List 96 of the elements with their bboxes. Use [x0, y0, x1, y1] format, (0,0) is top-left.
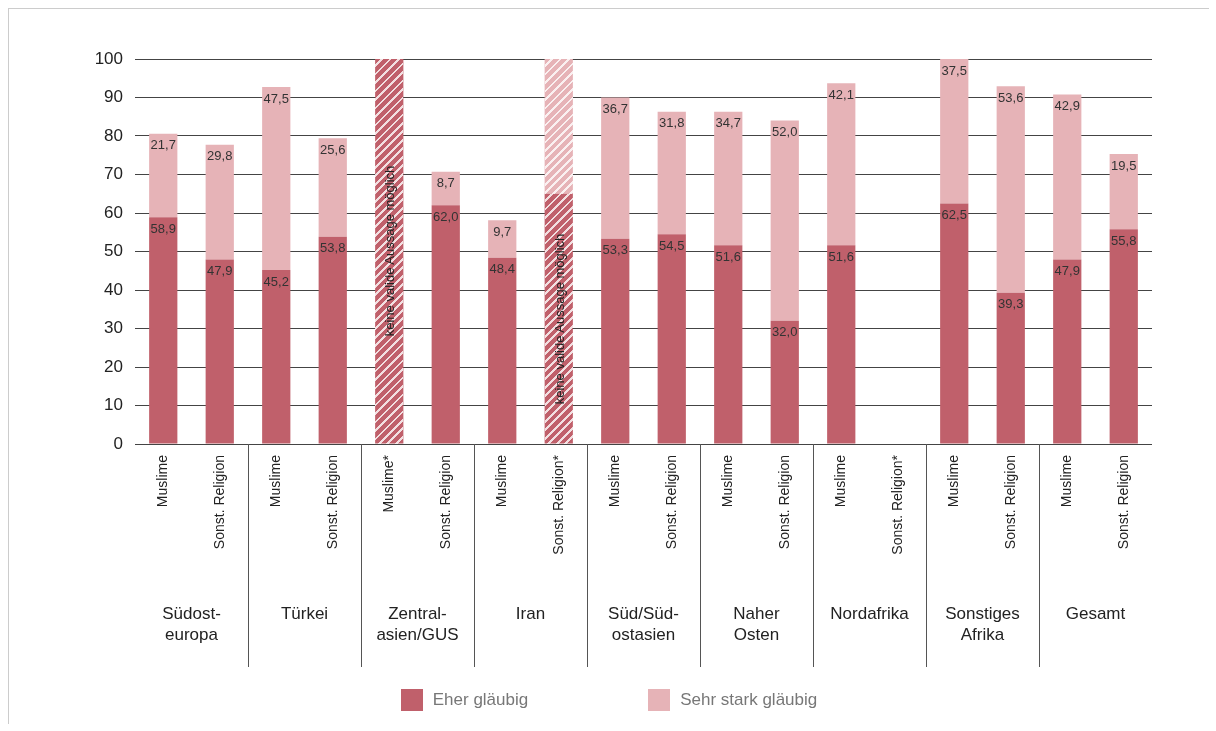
data-label: 54,5 — [659, 237, 685, 253]
x-tick-label: Sonst. Religion — [210, 455, 227, 550]
x-tick-label: Sonst. Religion* — [888, 454, 905, 555]
y-tick-label: 100 — [94, 48, 123, 68]
data-label: 36,7 — [602, 101, 628, 117]
data-label: 58,9 — [150, 220, 176, 236]
bar — [714, 245, 743, 444]
y-tick-label: 60 — [104, 202, 123, 222]
text: Sonstiges Afrika — [944, 603, 1021, 645]
bar — [205, 259, 234, 444]
data-label: 48,4 — [489, 261, 515, 277]
bar — [1053, 259, 1082, 444]
y-tick-label: 20 — [104, 356, 123, 376]
x-tick-label: Sonst. Religion — [1114, 455, 1131, 550]
text: Gesamt — [1064, 603, 1127, 624]
bar — [149, 217, 178, 444]
x-tick-label: Sonst. Religion — [662, 455, 679, 550]
data-label: 62,5 — [941, 206, 967, 222]
data-label: 9,7 — [493, 223, 512, 239]
data-label: 51,6 — [828, 248, 854, 264]
x-tick-label: Sonst. Religion — [1001, 455, 1018, 550]
data-label: 51,6 — [715, 248, 741, 264]
data-label: 21,7 — [150, 137, 176, 153]
data-label: 53,8 — [320, 240, 346, 256]
x-tick-label: Sonst. Religion* — [549, 454, 566, 555]
x-tick-label: Sonst. Religion — [323, 455, 340, 550]
data-label: 42,1 — [828, 86, 854, 102]
legend-label: Eher gläubig — [432, 690, 529, 710]
bar — [996, 86, 1025, 293]
text: Süd/Süd-ostasien — [607, 603, 680, 645]
legend-label: Sehr stark gläubig — [680, 690, 818, 710]
x-tick-label: Muslime — [493, 454, 510, 508]
bar — [318, 236, 347, 444]
x-tick-label: Muslime* — [380, 454, 397, 513]
y-tick-label: 10 — [104, 395, 123, 415]
data-label: 31,8 — [659, 115, 685, 131]
x-tick-label: Muslime — [606, 454, 623, 508]
x-tick-label: Muslime — [267, 454, 284, 508]
bar — [262, 269, 291, 444]
bar — [657, 111, 686, 235]
data-label: 42,9 — [1054, 98, 1080, 113]
data-label: 53,6 — [998, 89, 1024, 105]
text: Nordafrika — [829, 603, 910, 624]
bar — [714, 111, 743, 246]
data-label: 53,3 — [602, 242, 628, 258]
x-tick-label: Sonst. Religion — [436, 455, 453, 550]
y-tick-label: 0 — [113, 433, 123, 453]
bar — [1109, 229, 1138, 444]
x-tick-label: Muslime — [1058, 454, 1075, 508]
data-label: 45,2 — [263, 273, 289, 289]
bar — [657, 234, 686, 444]
x-tick-label: Muslime — [945, 454, 962, 508]
data-label: 52,0 — [772, 124, 798, 140]
data-label: 47,9 — [1054, 263, 1080, 279]
bar — [205, 144, 234, 260]
y-tick-label: 40 — [104, 279, 123, 299]
x-tick-label: Sonst. Religion — [775, 455, 792, 550]
data-label: 34,7 — [715, 115, 741, 131]
annotation: keine valide Aussage möglich — [381, 165, 397, 337]
y-tick-label: 90 — [104, 87, 123, 107]
data-label: 8,7 — [436, 175, 455, 191]
bar — [318, 138, 347, 237]
bar — [149, 133, 178, 218]
data-label: 55,8 — [1111, 232, 1137, 248]
x-tick-label: Muslime — [719, 454, 736, 508]
data-label: 39,3 — [998, 296, 1024, 312]
bar — [262, 87, 291, 270]
bar — [770, 320, 799, 444]
data-label: 29,8 — [207, 148, 233, 164]
bar — [601, 97, 630, 239]
text: Türkei — [279, 603, 330, 624]
x-tick-label: Muslime — [832, 454, 849, 508]
text: Südost-europa — [161, 603, 222, 645]
data-label: 25,6 — [320, 141, 346, 157]
data-label: 47,9 — [207, 263, 233, 279]
data-label: 37,5 — [941, 62, 967, 78]
text: Zentral-asien/GUS — [375, 603, 460, 645]
bar — [940, 59, 969, 204]
y-tick-label: 70 — [104, 164, 123, 184]
data-label: 19,5 — [1111, 157, 1137, 173]
x-tick-label: Muslime — [154, 454, 171, 508]
bar — [1109, 154, 1138, 230]
y-tick-label: 80 — [104, 125, 123, 145]
y-tick-label: 30 — [104, 318, 123, 338]
bar — [770, 120, 799, 321]
text: Naher Osten — [732, 603, 781, 645]
data-label: 62,0 — [433, 208, 459, 224]
bar — [1053, 94, 1082, 260]
data-label: 32,0 — [772, 324, 798, 340]
bar — [601, 238, 630, 444]
bar — [996, 292, 1025, 444]
data-label: 47,5 — [263, 90, 289, 106]
y-tick-label: 50 — [104, 241, 123, 261]
text: Iran — [514, 603, 547, 624]
bar — [940, 203, 969, 444]
annotation: keine valide Aussage möglich — [551, 233, 567, 404]
